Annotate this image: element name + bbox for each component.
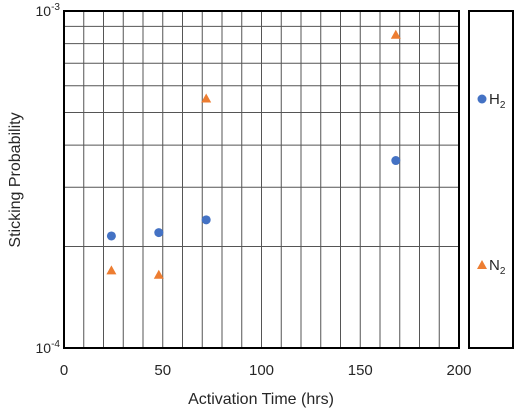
h2-data-point <box>391 156 401 166</box>
x-axis-label: Activation Time (hrs) <box>188 391 334 408</box>
legend-label: N2 <box>489 257 506 277</box>
n2-data-point <box>106 265 117 275</box>
legend: H2 N2 <box>477 91 506 277</box>
y-tick-label: 10-4 <box>36 339 61 356</box>
grid-lines <box>64 11 459 348</box>
legend-h2-marker <box>477 94 487 104</box>
n2-data-point <box>153 269 164 279</box>
legend-box <box>468 10 514 349</box>
x-tick-label: 200 <box>446 362 471 379</box>
n2-data-point <box>390 29 401 39</box>
legend-label: H2 <box>489 91 506 111</box>
y-tick-label: 10-3 <box>36 2 61 19</box>
data-points <box>106 29 401 279</box>
x-tick-label: 150 <box>348 362 373 379</box>
plot-area-frame <box>63 10 460 349</box>
x-tick-label: 50 <box>154 362 171 379</box>
x-tick-label: 0 <box>60 362 68 379</box>
x-tick-label: 100 <box>249 362 274 379</box>
n2-data-point <box>201 93 212 103</box>
h2-data-point <box>106 231 116 241</box>
y-axis-label: Sticking Probability <box>7 112 24 247</box>
h2-data-point <box>201 215 211 225</box>
h2-data-point <box>154 228 164 238</box>
legend-n2-marker <box>477 260 487 269</box>
axis-tick-labels: 0 50 100 150 200 10-3 10-4 <box>36 2 472 379</box>
